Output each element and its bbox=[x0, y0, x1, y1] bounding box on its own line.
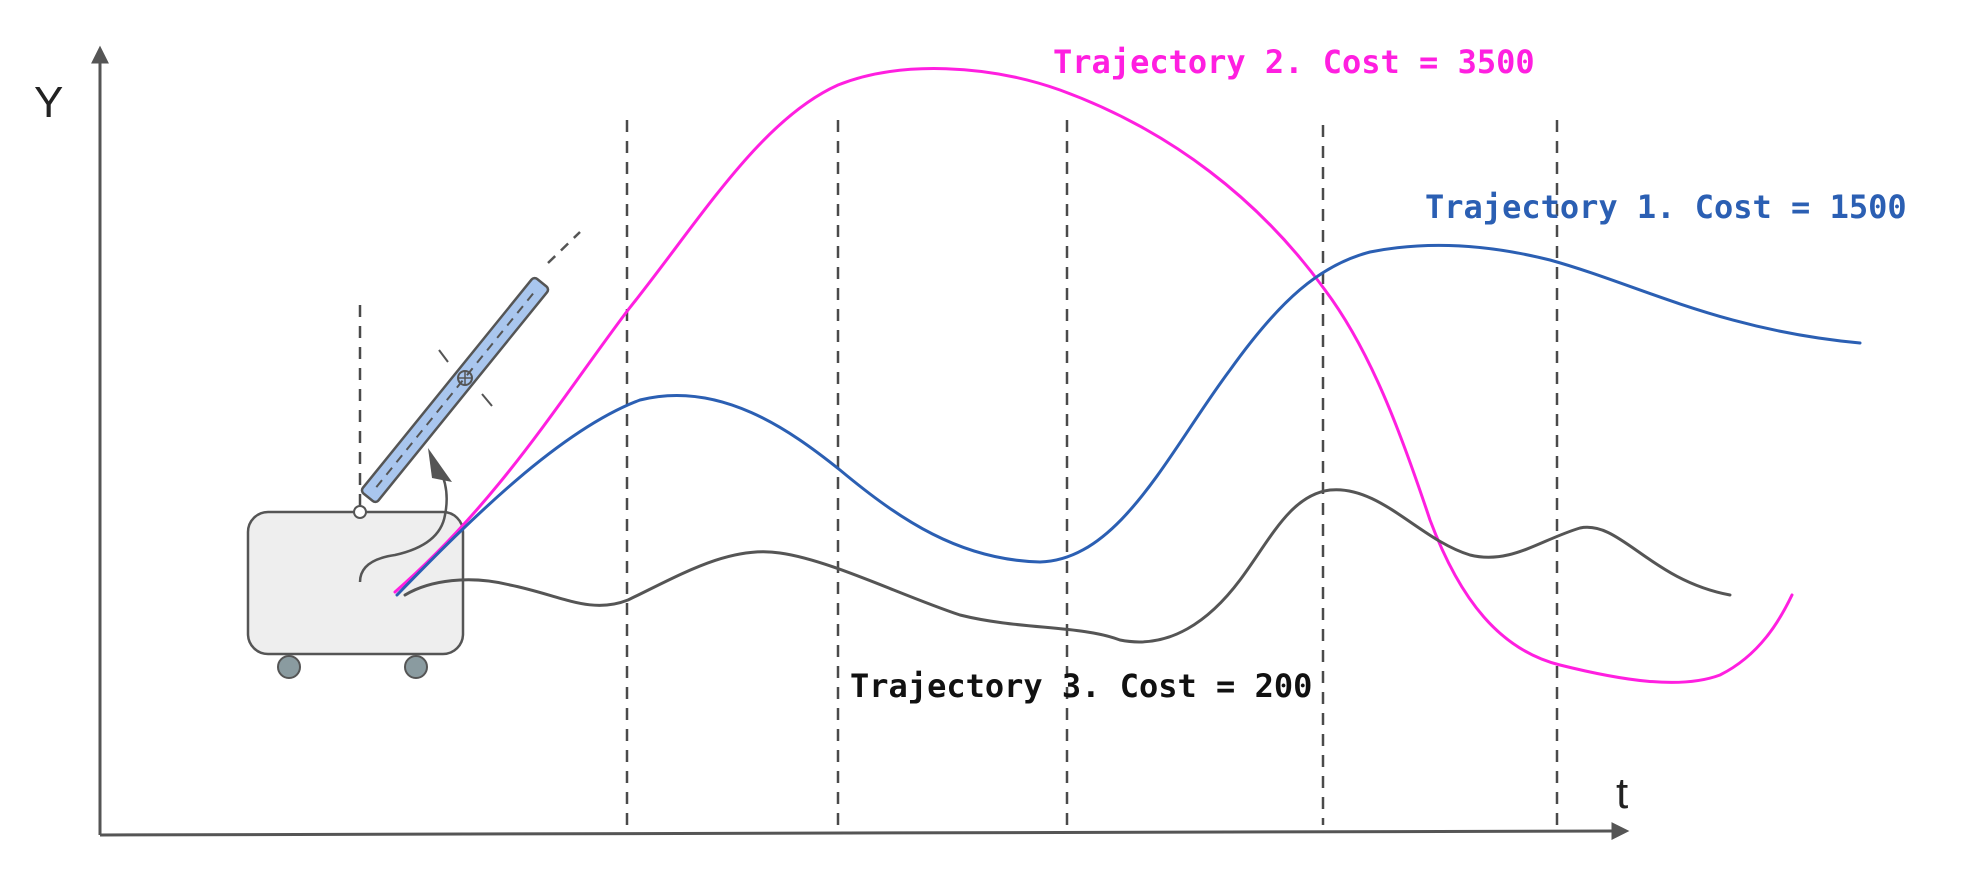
arm-pivot bbox=[353, 505, 367, 519]
robot-arm bbox=[360, 276, 550, 504]
x-axis bbox=[99, 822, 1630, 841]
arm-rotation-arc bbox=[358, 469, 448, 583]
robot-arm-icon bbox=[353, 231, 581, 519]
axes: Y t bbox=[34, 45, 1630, 841]
rotation-arrow-icon bbox=[428, 448, 452, 482]
robot-cart-icon bbox=[246, 469, 465, 679]
trajectory-2-label: Trajectory 2. Cost = 3500 bbox=[1053, 43, 1535, 81]
y-axis-label: Y bbox=[34, 78, 63, 127]
wheel-icon bbox=[277, 655, 301, 679]
time-guides bbox=[358, 120, 1559, 825]
trajectory-2-curve bbox=[393, 67, 1794, 684]
trajectory-labels: Trajectory 2. Cost = 3500 Trajectory 1. … bbox=[850, 43, 1907, 705]
center-of-mass-icon bbox=[438, 349, 493, 407]
trajectory-3-curve bbox=[403, 488, 1732, 644]
arm-axis-line bbox=[547, 231, 581, 264]
arm-center-dash bbox=[375, 292, 535, 488]
x-axis-label: t bbox=[1616, 769, 1628, 818]
trajectory-1-label: Trajectory 1. Cost = 1500 bbox=[1425, 188, 1907, 226]
trajectory-curves bbox=[393, 67, 1862, 684]
trajectory-1-curve bbox=[395, 243, 1862, 597]
wheel-icon bbox=[404, 655, 428, 679]
trajectory-3-label: Trajectory 3. Cost = 200 bbox=[850, 667, 1312, 705]
